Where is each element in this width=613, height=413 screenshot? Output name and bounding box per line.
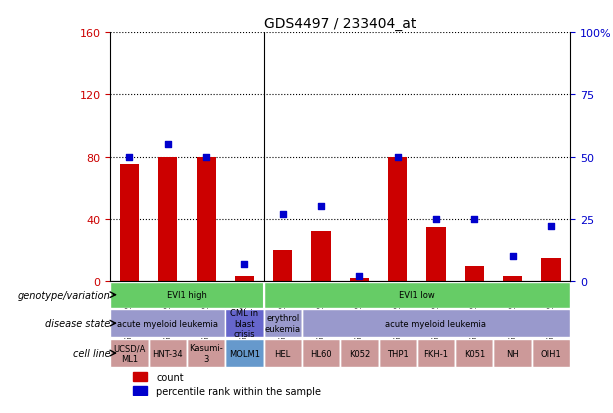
Point — [316, 204, 326, 210]
FancyBboxPatch shape — [110, 309, 226, 338]
FancyBboxPatch shape — [340, 339, 378, 368]
Text: disease state: disease state — [45, 318, 110, 328]
Bar — [273, 250, 292, 282]
Bar — [541, 258, 560, 282]
FancyBboxPatch shape — [226, 309, 264, 338]
Bar — [134, 373, 147, 381]
Bar — [503, 277, 522, 282]
Text: percentile rank within the sample: percentile rank within the sample — [156, 386, 321, 396]
Point — [393, 154, 403, 161]
FancyBboxPatch shape — [110, 339, 148, 368]
Text: HNT-34: HNT-34 — [153, 349, 183, 358]
Text: NH: NH — [506, 349, 519, 358]
Text: UCSD/A
ML1: UCSD/A ML1 — [113, 344, 146, 363]
Text: EVI1 high: EVI1 high — [167, 290, 207, 299]
Bar — [134, 387, 147, 395]
Text: acute myeloid leukemia: acute myeloid leukemia — [386, 319, 487, 328]
Bar — [465, 266, 484, 282]
FancyBboxPatch shape — [378, 339, 417, 368]
Point — [124, 154, 134, 161]
FancyBboxPatch shape — [302, 309, 570, 338]
Text: K051: K051 — [463, 349, 485, 358]
Text: cell line: cell line — [73, 348, 110, 358]
Text: genotype/variation: genotype/variation — [18, 290, 110, 300]
Bar — [350, 278, 369, 282]
Point — [470, 216, 479, 223]
Point — [240, 261, 249, 267]
Point — [278, 211, 287, 218]
FancyBboxPatch shape — [148, 339, 187, 368]
FancyBboxPatch shape — [110, 282, 264, 308]
Title: GDS4497 / 233404_at: GDS4497 / 233404_at — [264, 17, 416, 31]
FancyBboxPatch shape — [455, 339, 493, 368]
Bar — [311, 232, 330, 282]
Text: FKH-1: FKH-1 — [424, 349, 449, 358]
Text: Kasumi-
3: Kasumi- 3 — [189, 344, 223, 363]
Bar — [235, 277, 254, 282]
Text: CML in
blast
crisis: CML in blast crisis — [230, 309, 259, 338]
Text: K052: K052 — [349, 349, 370, 358]
FancyBboxPatch shape — [264, 339, 302, 368]
Text: HEL: HEL — [275, 349, 291, 358]
FancyBboxPatch shape — [226, 339, 264, 368]
Bar — [158, 157, 177, 282]
Text: count: count — [156, 372, 184, 382]
FancyBboxPatch shape — [493, 339, 531, 368]
Point — [431, 216, 441, 223]
FancyBboxPatch shape — [264, 309, 302, 338]
FancyBboxPatch shape — [264, 282, 570, 308]
Bar — [427, 227, 446, 282]
Point — [546, 223, 556, 230]
Text: erythrol
eukemia: erythrol eukemia — [265, 314, 301, 333]
Text: OIH1: OIH1 — [541, 349, 562, 358]
Bar — [197, 157, 216, 282]
Text: MOLM1: MOLM1 — [229, 349, 260, 358]
Text: EVI1 low: EVI1 low — [399, 290, 435, 299]
FancyBboxPatch shape — [531, 339, 570, 368]
Point — [201, 154, 211, 161]
Point — [508, 253, 517, 260]
Point — [354, 273, 364, 280]
Bar — [388, 157, 407, 282]
FancyBboxPatch shape — [302, 339, 340, 368]
Point — [163, 142, 173, 148]
Text: HL60: HL60 — [310, 349, 332, 358]
Bar — [120, 165, 139, 282]
Text: acute myeloid leukemia: acute myeloid leukemia — [117, 319, 218, 328]
FancyBboxPatch shape — [187, 339, 226, 368]
FancyBboxPatch shape — [417, 339, 455, 368]
Text: THP1: THP1 — [387, 349, 408, 358]
